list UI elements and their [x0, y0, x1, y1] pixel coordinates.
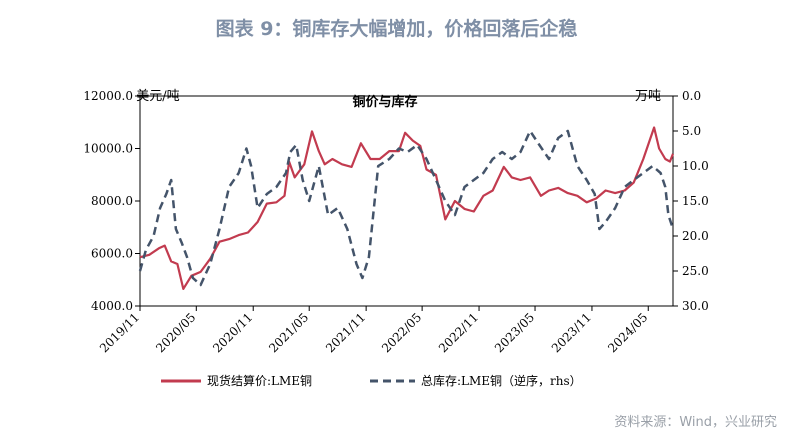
left-tick-label: 4000.0 — [91, 299, 133, 313]
legend-label-inventory: 总库存:LME铜（逆序，rhs） — [421, 373, 582, 388]
x-tick-label: 2020/05 — [153, 310, 198, 355]
left-tick-label: 12000.0 — [83, 89, 133, 103]
legend: 现货结算价:LME铜 总库存:LME铜（逆序，rhs） — [161, 373, 582, 388]
x-tick-label: 2021/11 — [323, 310, 368, 355]
plot-area-border — [139, 95, 674, 307]
x-tick-label: 2020/11 — [210, 310, 255, 355]
page-title: 图表 9：铜库存大幅增加，价格回落后企稳 — [215, 18, 578, 40]
right-axis-ticks: 0.0 5.0 10.0 15.0 20.0 25.0 30.0 — [673, 89, 709, 313]
x-tick-label: 2019/11 — [97, 310, 142, 355]
x-tick-label: 2023/11 — [549, 310, 594, 355]
legend-label-price: 现货结算价:LME铜 — [207, 373, 312, 388]
series-line-lme-copper-inventory — [138, 129, 675, 287]
series-line-lme-copper-price — [139, 126, 675, 290]
right-tick-label: 30.0 — [682, 299, 709, 313]
right-tick-label: 15.0 — [682, 194, 709, 208]
x-axis-ticks: 2019/11 2020/05 2020/11 2021/05 2021/11 2022/… — [97, 306, 650, 355]
copper-price-inventory-chart: 铜价与库存 美元/吨 万吨 4000.0 6000.0 8000.0 10000.0 1… — [83, 89, 709, 388]
left-tick-label: 10000.0 — [83, 142, 133, 156]
x-tick-label: 2023/05 — [492, 310, 537, 355]
right-axis-unit: 万吨 — [635, 89, 661, 104]
left-axis-ticks: 4000.0 6000.0 8000.0 10000.0 12000.0 — [83, 89, 140, 313]
plot-frame — [139, 95, 674, 307]
right-tick-label: 25.0 — [682, 264, 709, 278]
x-tick-label: 2024/05 — [605, 310, 650, 355]
right-tick-label: 10.0 — [682, 159, 709, 173]
x-tick-label: 2022/05 — [379, 310, 424, 355]
right-tick-label: 20.0 — [682, 229, 709, 243]
chart-title: 铜价与库存 — [351, 94, 417, 110]
left-tick-label: 8000.0 — [91, 194, 133, 208]
series-layer — [138, 126, 675, 290]
right-tick-label: 5.0 — [682, 124, 701, 138]
source-note: 资料来源：Wind，兴业研究 — [614, 415, 777, 430]
left-tick-label: 6000.0 — [91, 247, 133, 261]
right-tick-label: 0.0 — [682, 89, 701, 103]
left-axis-unit: 美元/吨 — [136, 89, 179, 104]
x-tick-label: 2022/11 — [436, 310, 481, 355]
x-tick-label: 2021/05 — [266, 310, 311, 355]
